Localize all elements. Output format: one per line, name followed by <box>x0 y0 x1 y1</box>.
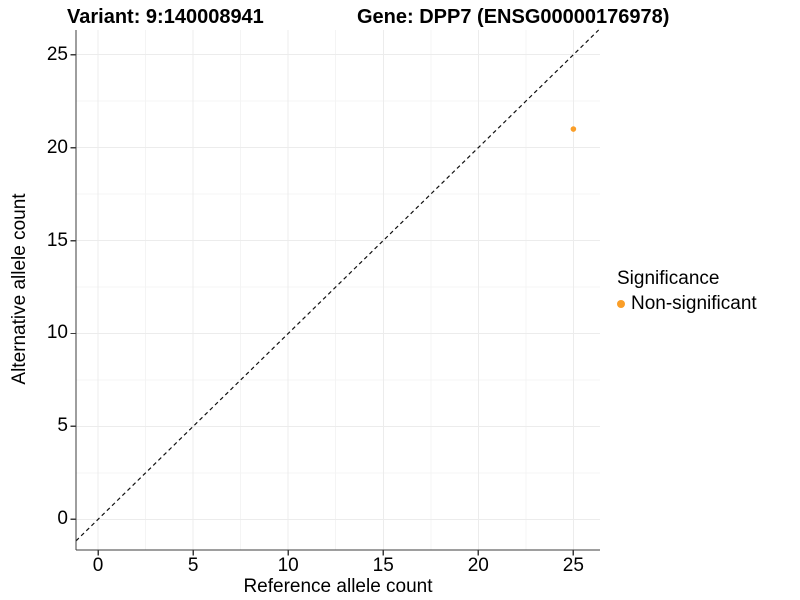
legend: Significance Non-significant <box>617 268 757 315</box>
legend-item-non-significant: Non-significant <box>617 293 757 315</box>
x-tick-label: 5 <box>187 555 199 576</box>
legend-point-swatch-icon <box>617 300 625 308</box>
y-tick-label: 10 <box>46 322 68 344</box>
x-axis-title: Reference allele count <box>243 576 433 597</box>
x-tick-label: 20 <box>467 555 489 576</box>
legend-title: Significance <box>617 268 720 289</box>
x-tick-label: 0 <box>92 555 104 576</box>
x-tick-label: 10 <box>277 555 299 576</box>
y-tick-label: 0 <box>57 508 68 530</box>
data-point <box>570 126 577 132</box>
variant-title: Variant: 9:140008941 <box>67 6 264 28</box>
y-tick-label: 25 <box>46 43 68 65</box>
y-axis-title: Alternative allele count <box>9 193 30 385</box>
legend-item-label: Non-significant <box>631 293 757 314</box>
y-tick-label: 5 <box>57 415 68 437</box>
x-tick-label: 15 <box>372 555 394 576</box>
y-tick-label: 15 <box>46 229 68 251</box>
identity-dashed-line <box>75 29 600 542</box>
x-tick-label: 25 <box>562 555 584 576</box>
gene-title: Gene: DPP7 (ENSG00000176978) <box>357 6 670 28</box>
y-tick-label: 20 <box>46 136 68 158</box>
